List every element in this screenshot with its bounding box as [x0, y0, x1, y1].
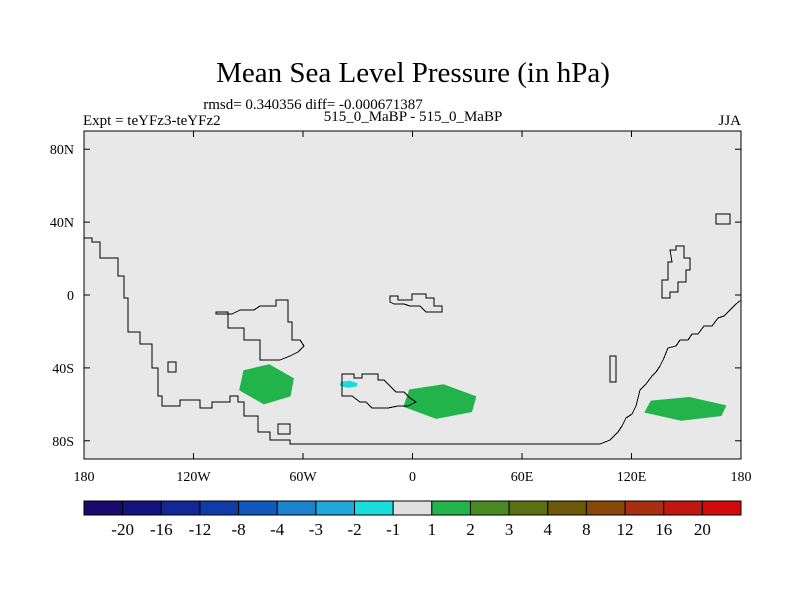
colorbar-label: 4 [544, 520, 553, 539]
colorbar-swatch [160, 500, 201, 516]
colorbar-swatch [508, 500, 549, 516]
y-tick-label: 80S [52, 435, 74, 450]
anomaly-patch [239, 364, 294, 405]
colorbar-swatch [238, 500, 278, 516]
y-axis: 80N 40N 0 40S 80S [50, 143, 741, 450]
colorbar-swatch [354, 500, 394, 516]
colorbar-label: -3 [309, 520, 323, 539]
colorbar-swatch [392, 500, 433, 516]
colorbar-labels: -20 -16 -12 -8 -4 -3 -2 -1 1 2 3 4 8 12 16 20 [111, 520, 711, 539]
anomaly-patch [644, 397, 727, 421]
x-tick-label: 60E [511, 470, 534, 485]
colorbar-swatch [431, 500, 471, 516]
coastline-west-continent [84, 237, 742, 445]
x-tick-label: 120W [176, 470, 211, 485]
colorbar-label: 16 [655, 520, 672, 539]
colorbar-label: 12 [617, 520, 634, 539]
colorbar-label: -4 [270, 520, 285, 539]
season-label: JJA [718, 113, 741, 129]
y-tick-label: 40S [52, 362, 74, 377]
stats-label: rmsd= 0.340356 diff= -0.000671387 [203, 97, 423, 113]
colorbar-label: -8 [232, 520, 246, 539]
colorbar-swatch [315, 500, 356, 516]
colorbar-swatch [663, 500, 703, 516]
colorbar-swatch [276, 500, 317, 516]
colorbar-label: 3 [505, 520, 514, 539]
colorbar-swatch [83, 500, 124, 516]
colorbar-swatch [547, 500, 587, 516]
coastline-east-small-island [609, 355, 617, 383]
anomaly-layer [239, 364, 727, 421]
coastline-south-atlantic-island [341, 373, 417, 409]
colorbar-label: 20 [694, 520, 711, 539]
y-tick-label: 40N [50, 216, 74, 231]
colorbar-swatch [122, 500, 162, 516]
colorbar-label: -16 [150, 520, 173, 539]
x-axis: 180 120W 60W 0 60E 120E 180 [74, 131, 752, 485]
y-tick-label: 0 [67, 289, 74, 304]
coastline-northeast-island [715, 213, 731, 225]
colorbar-swatch [624, 500, 665, 516]
x-tick-label: 60W [289, 470, 317, 485]
x-tick-label: 0 [409, 470, 416, 485]
coastline-equatorial-island [389, 293, 443, 313]
anomaly-patch [403, 384, 477, 419]
x-tick-label: 180 [731, 470, 752, 485]
colorbar-label: -2 [347, 520, 361, 539]
chart-title: Mean Sea Level Pressure (in hPa) [216, 57, 610, 89]
x-tick-label: 180 [74, 470, 95, 485]
period-label: 515_0_MaBP - 515_0_MaBP [324, 109, 503, 125]
colorbar-label: 2 [466, 520, 475, 539]
coastline-polar-islet [277, 423, 291, 435]
anomaly-patch [339, 380, 358, 388]
coastlines [84, 213, 742, 445]
colorbar-label: -20 [111, 520, 134, 539]
colorbar-label: -12 [189, 520, 212, 539]
coastline-southwest-island [167, 361, 177, 373]
colorbar-label: -1 [386, 520, 400, 539]
coastline-southern-landmass [215, 299, 305, 361]
experiment-label: Expt = teYFz3-teYFz2 [83, 113, 221, 129]
colorbar-swatch [469, 500, 510, 516]
x-tick-label: 120E [617, 470, 647, 485]
coastline-east-landmass [661, 245, 691, 299]
colorbar-swatch [199, 500, 240, 516]
colorbar [83, 500, 742, 516]
colorbar-swatch [585, 500, 626, 516]
y-tick-label: 80N [50, 143, 74, 158]
colorbar-swatch [701, 500, 742, 516]
colorbar-label: 8 [582, 520, 591, 539]
colorbar-label: 1 [428, 520, 437, 539]
